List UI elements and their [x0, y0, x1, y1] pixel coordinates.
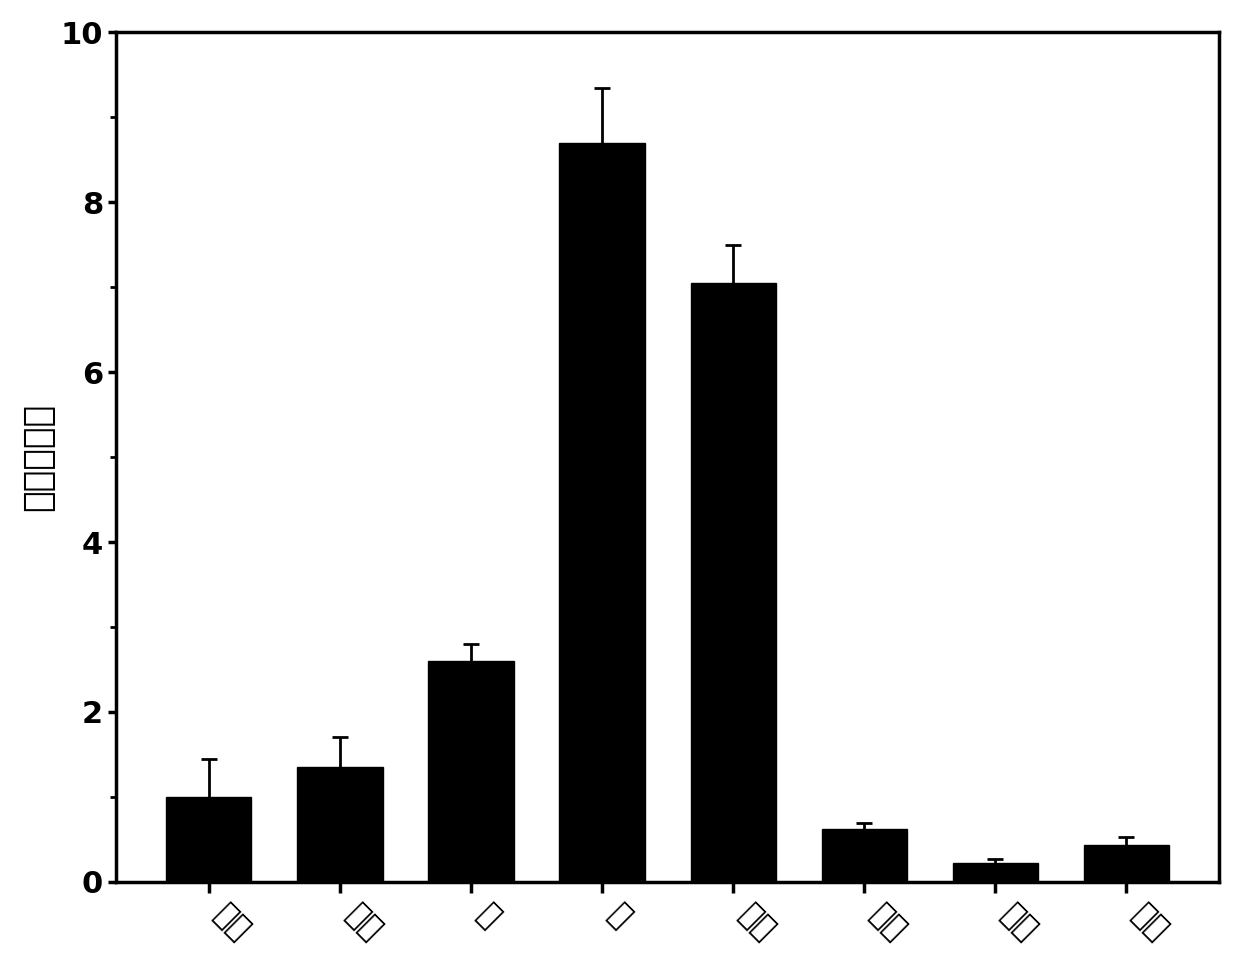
Bar: [559, 143, 645, 882]
Bar: [691, 283, 776, 882]
Bar: [166, 797, 252, 882]
Bar: [298, 767, 382, 882]
Bar: [428, 660, 513, 882]
Bar: [822, 829, 906, 882]
Bar: [952, 864, 1038, 882]
Y-axis label: 相对表达量: 相对表达量: [21, 403, 55, 512]
Bar: [1084, 845, 1169, 882]
